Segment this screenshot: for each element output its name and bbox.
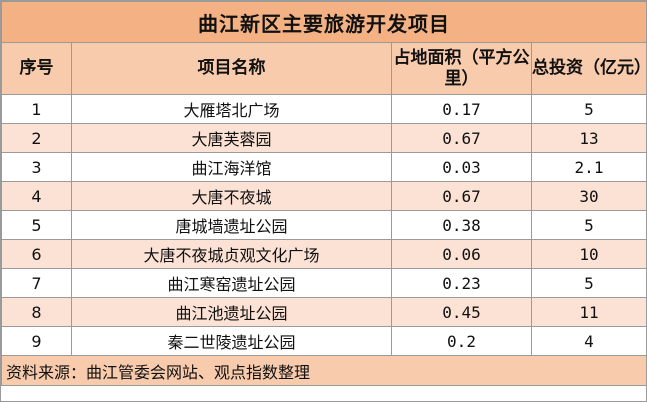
cell-area: 0.06	[391, 239, 532, 269]
project-table: 曲江新区主要旅游开发项目 序号 项目名称 占地面积（平方公里） 总投资（亿元） …	[1, 1, 647, 386]
cell-index: 2	[1, 123, 72, 153]
cell-index: 6	[1, 239, 72, 269]
cell-name: 秦二世陵遗址公园	[71, 326, 392, 356]
cell-area: 0.45	[391, 297, 532, 327]
table-row: 1 大雁塔北广场 0.17 5	[1, 94, 647, 124]
cell-index: 3	[1, 152, 72, 182]
cell-investment: 30	[531, 181, 647, 211]
cell-index: 7	[1, 268, 72, 298]
cell-name: 曲江池遗址公园	[71, 297, 392, 327]
cell-name: 曲江海洋馆	[71, 152, 392, 182]
source-row: 资料来源：曲江管委会网站、观点指数整理	[1, 355, 647, 386]
cell-name: 大唐芙蓉园	[71, 123, 392, 153]
cell-investment: 4	[531, 326, 647, 356]
cell-index: 9	[1, 326, 72, 356]
cell-area: 0.2	[391, 326, 532, 356]
cell-investment: 10	[531, 239, 647, 269]
cell-index: 4	[1, 181, 72, 211]
cell-area: 0.17	[391, 94, 532, 124]
header-row: 序号 项目名称 占地面积（平方公里） 总投资（亿元）	[1, 42, 647, 95]
cell-investment: 5	[531, 210, 647, 240]
cell-area: 0.38	[391, 210, 532, 240]
table-row: 7 曲江寒窑遗址公园 0.23 5	[1, 268, 647, 298]
table-body: 曲江新区主要旅游开发项目 序号 项目名称 占地面积（平方公里） 总投资（亿元） …	[1, 1, 647, 386]
cell-index: 8	[1, 297, 72, 327]
source-note: 资料来源：曲江管委会网站、观点指数整理	[1, 355, 647, 386]
table-row: 4 大唐不夜城 0.67 30	[1, 181, 647, 211]
header-area: 占地面积（平方公里）	[391, 42, 532, 95]
cell-index: 5	[1, 210, 72, 240]
table-row: 5 唐城墙遗址公园 0.38 5	[1, 210, 647, 240]
cell-investment: 2.1	[531, 152, 647, 182]
table-title: 曲江新区主要旅游开发项目	[1, 1, 647, 43]
cell-investment: 11	[531, 297, 647, 327]
cell-investment: 13	[531, 123, 647, 153]
table-row: 8 曲江池遗址公园 0.45 11	[1, 297, 647, 327]
table-row: 6 大唐不夜城贞观文化广场 0.06 10	[1, 239, 647, 269]
cell-area: 0.03	[391, 152, 532, 182]
header-investment: 总投资（亿元）	[531, 42, 647, 95]
cell-investment: 5	[531, 268, 647, 298]
cell-name: 大唐不夜城贞观文化广场	[71, 239, 392, 269]
cell-name: 大唐不夜城	[71, 181, 392, 211]
cell-name: 唐城墙遗址公园	[71, 210, 392, 240]
table-row: 3 曲江海洋馆 0.03 2.1	[1, 152, 647, 182]
cell-name: 曲江寒窑遗址公园	[71, 268, 392, 298]
table-row: 2 大唐芙蓉园 0.67 13	[1, 123, 647, 153]
header-index: 序号	[1, 42, 72, 95]
cell-area: 0.23	[391, 268, 532, 298]
cell-investment: 5	[531, 94, 647, 124]
cell-name: 大雁塔北广场	[71, 94, 392, 124]
cell-index: 1	[1, 94, 72, 124]
cell-area: 0.67	[391, 123, 532, 153]
cell-area: 0.67	[391, 181, 532, 211]
title-row: 曲江新区主要旅游开发项目	[1, 1, 647, 43]
table-row: 9 秦二世陵遗址公园 0.2 4	[1, 326, 647, 356]
header-name: 项目名称	[71, 42, 392, 95]
